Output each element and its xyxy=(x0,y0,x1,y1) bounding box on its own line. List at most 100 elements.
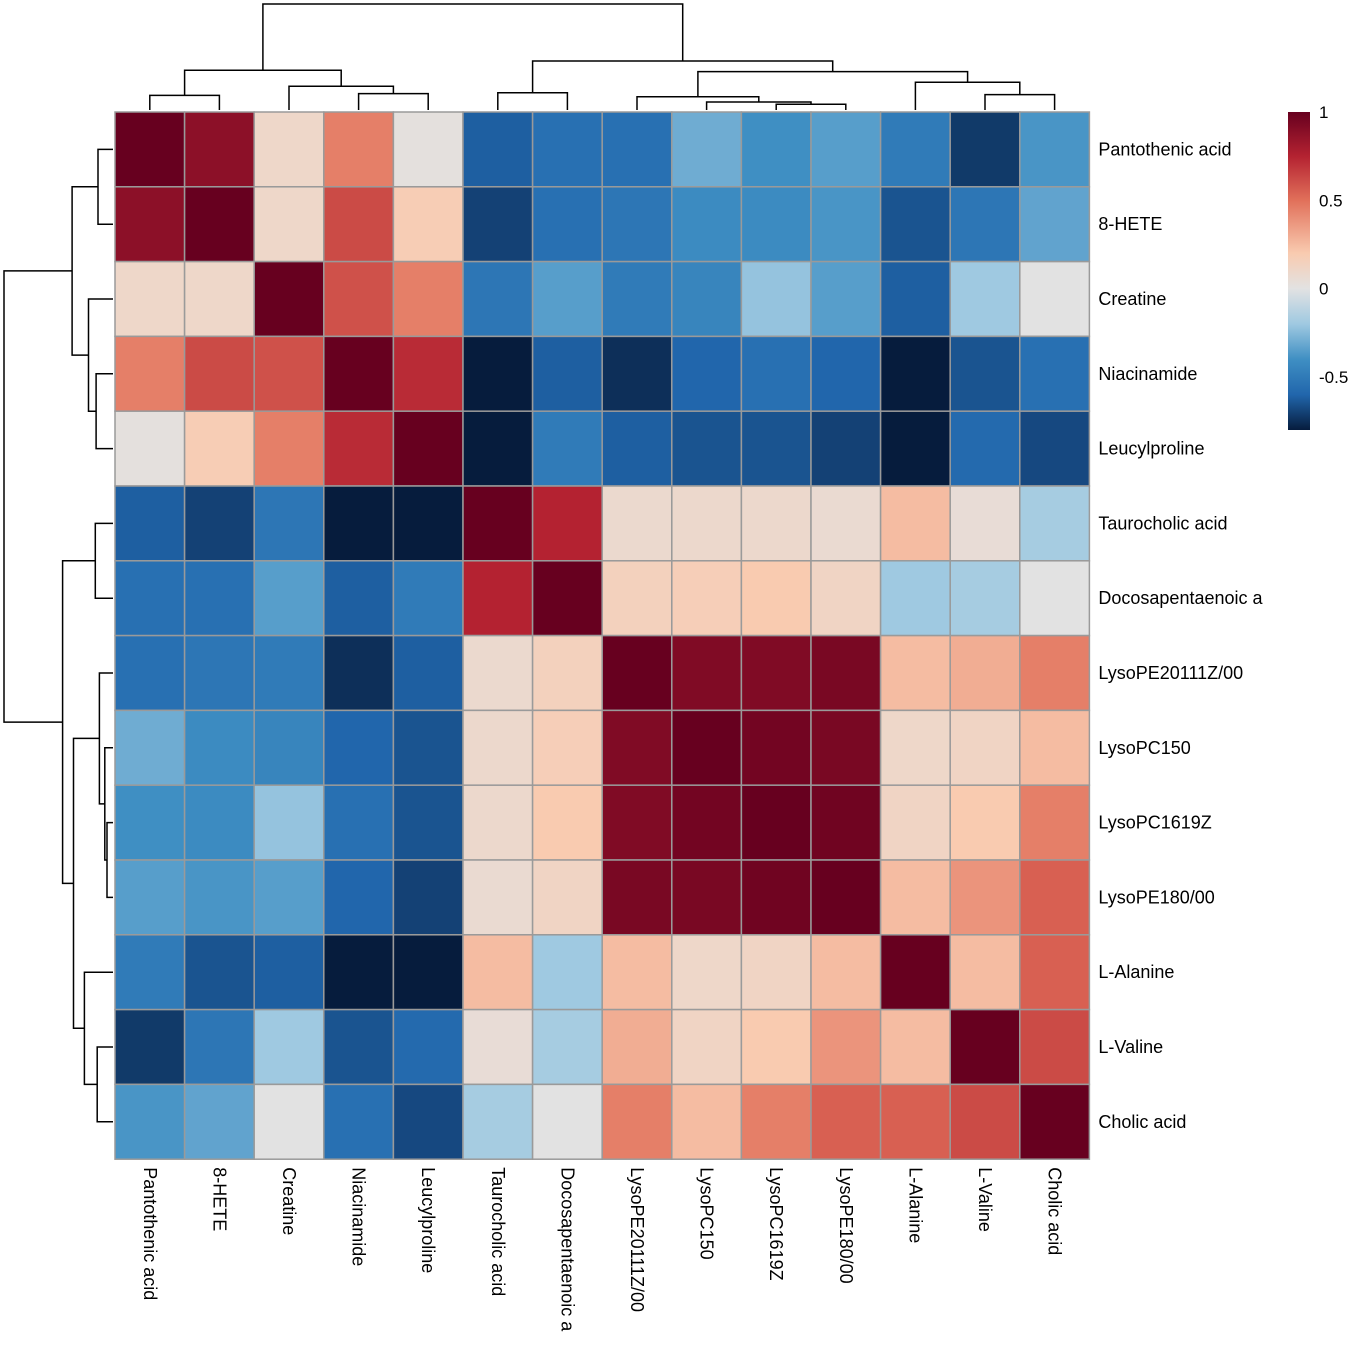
column-label: LysoPC1619Z xyxy=(766,1167,786,1280)
heatmap-cell xyxy=(740,410,812,487)
heatmap-cell xyxy=(1019,634,1091,712)
heatmap-cell xyxy=(462,634,534,712)
heatmap-cell xyxy=(183,784,255,861)
heatmap-cell xyxy=(740,634,812,712)
dendrogram-branch xyxy=(71,186,98,356)
heatmap-cell xyxy=(462,560,534,637)
heatmap-cell xyxy=(810,1083,882,1160)
heatmap-cell xyxy=(740,335,812,412)
heatmap-cell xyxy=(671,634,743,712)
heatmap-cell xyxy=(601,934,673,1011)
heatmap-cell xyxy=(671,410,743,487)
heatmap-cell xyxy=(114,560,186,637)
heatmap-cell xyxy=(671,335,743,412)
dendrogram-branch xyxy=(3,270,73,723)
heatmap-cell xyxy=(531,859,603,936)
heatmap-cell xyxy=(671,260,743,338)
column-label: Cholic acid xyxy=(1045,1167,1065,1255)
column-label: LysoPC150 xyxy=(697,1167,717,1259)
heatmap-cell xyxy=(740,934,812,1011)
heatmap-cell xyxy=(810,335,882,412)
heatmap-cell xyxy=(810,709,882,786)
heatmap-cell xyxy=(671,859,743,936)
heatmap-cell xyxy=(114,485,186,562)
heatmap-cell xyxy=(531,186,603,263)
heatmap-cell xyxy=(531,410,603,487)
dendrogram-branch xyxy=(262,3,684,71)
heatmap-cell xyxy=(601,186,673,263)
row-label: Cholic acid xyxy=(1098,1112,1186,1132)
heatmap-cell xyxy=(671,186,743,263)
heatmap-cell xyxy=(183,859,255,936)
heatmap-cell xyxy=(462,260,534,338)
row-label: L-Valine xyxy=(1098,1037,1163,1057)
heatmap-cell xyxy=(1019,934,1091,1011)
heatmap-cell xyxy=(323,634,395,712)
dendrogram-branch xyxy=(149,94,221,110)
dendrogram-branch xyxy=(95,373,113,450)
heatmap-cell xyxy=(253,634,325,712)
heatmap-cell xyxy=(949,560,1021,637)
heatmap-cell xyxy=(810,634,882,712)
heatmap-cell xyxy=(810,111,882,188)
legend-tick-label: -0.5 xyxy=(1319,368,1348,387)
heatmap-cell xyxy=(949,260,1021,338)
dendrogram-branch xyxy=(98,672,113,805)
dendrogram-branch xyxy=(183,69,342,96)
heatmap-cell xyxy=(253,934,325,1011)
heatmap-cell xyxy=(879,410,951,487)
heatmap-cell xyxy=(531,634,603,712)
legend-color-bar xyxy=(1288,112,1310,430)
heatmap-cell xyxy=(323,784,395,861)
heatmap-cell xyxy=(114,934,186,1011)
heatmap-cell xyxy=(949,485,1021,562)
heatmap-cell xyxy=(531,260,603,338)
dendrogram-branch xyxy=(61,560,96,885)
heatmap-cell xyxy=(323,111,395,188)
heatmap-cell xyxy=(601,634,673,712)
heatmap-cell xyxy=(879,485,951,562)
heatmap-cell xyxy=(879,859,951,936)
heatmap-cell xyxy=(601,1008,673,1086)
heatmap-cell xyxy=(253,485,325,562)
heatmap-cell xyxy=(810,784,882,861)
column-label: Leucylproline xyxy=(418,1167,438,1273)
heatmap-cell xyxy=(114,1083,186,1160)
heatmap-cell xyxy=(879,1008,951,1086)
column-label: LysoPE180/00 xyxy=(836,1167,856,1283)
heatmap-cell xyxy=(810,260,882,338)
row-label: LysoPE20111Z/00 xyxy=(1098,663,1243,683)
dendrogram-branch xyxy=(94,522,113,599)
heatmap-cell xyxy=(183,1083,255,1160)
heatmap-cell xyxy=(323,1008,395,1086)
heatmap-cell xyxy=(392,186,464,263)
column-label: 8-HETE xyxy=(209,1167,229,1231)
heatmap-cell xyxy=(114,186,186,263)
heatmap-cell xyxy=(740,1008,812,1086)
heatmap-cell xyxy=(740,1083,812,1160)
heatmap-cell xyxy=(253,335,325,412)
heatmap-cell xyxy=(879,709,951,786)
heatmap-cell xyxy=(531,784,603,861)
heatmap-cells xyxy=(114,111,1091,1160)
dendrogram-branch xyxy=(984,93,1056,110)
heatmap-cell xyxy=(392,634,464,712)
heatmap-cell xyxy=(949,1008,1021,1086)
heatmap-cell xyxy=(392,335,464,412)
heatmap-cell xyxy=(740,260,812,338)
heatmap-cell xyxy=(392,1008,464,1086)
heatmap-cell xyxy=(949,934,1021,1011)
heatmap-cell xyxy=(810,560,882,637)
heatmap-cell xyxy=(323,709,395,786)
heatmap-cell xyxy=(601,784,673,861)
column-label: LysoPE20111Z/00 xyxy=(627,1167,647,1312)
heatmap-cell xyxy=(1019,410,1091,487)
heatmap-cell xyxy=(879,934,951,1011)
heatmap-cell xyxy=(1019,1008,1091,1086)
heatmap-cell xyxy=(1019,784,1091,861)
heatmap-cell xyxy=(462,1083,534,1160)
row-labels: Pantothenic acid 8-HETE Creatine Niacinamid… xyxy=(1098,139,1263,1131)
heatmap-cell xyxy=(183,410,255,487)
heatmap-cell xyxy=(253,560,325,637)
heatmap-cell xyxy=(114,709,186,786)
